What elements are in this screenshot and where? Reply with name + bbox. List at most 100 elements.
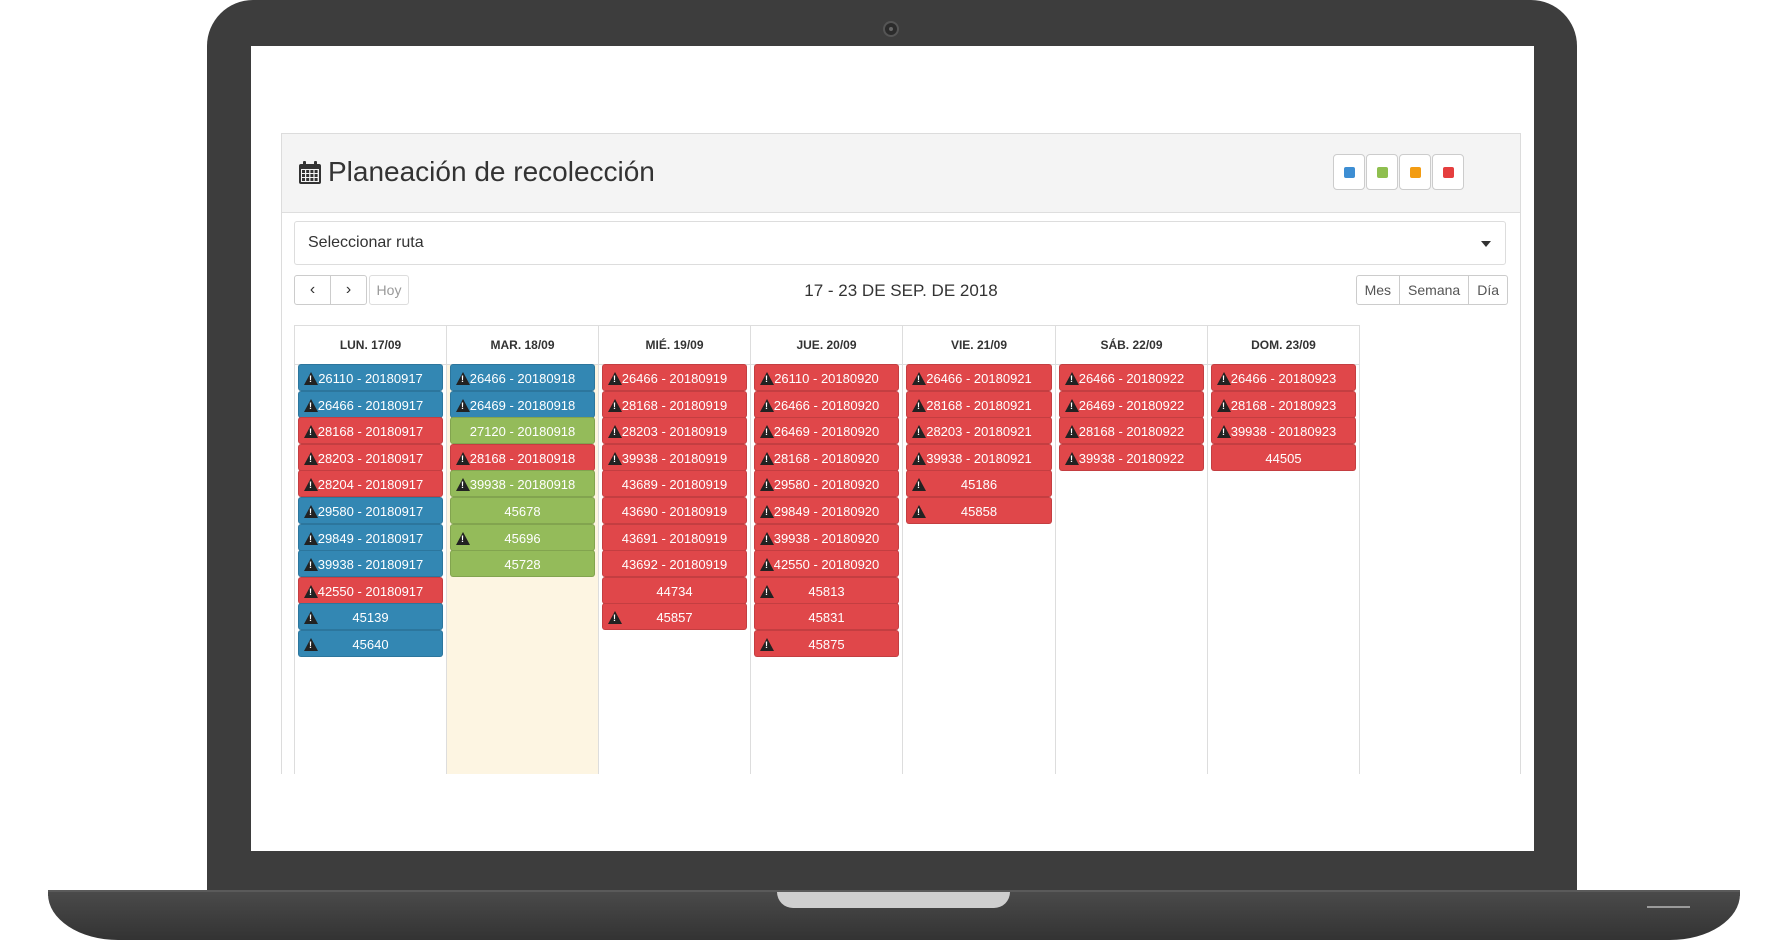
event-label: 26469 - 20180918 <box>469 397 576 413</box>
calendar-event[interactable]: 26466 - 20180921 <box>906 364 1052 391</box>
view-switcher: Mes Semana Día <box>1355 275 1508 305</box>
event-label: 26110 - 20180917 <box>318 371 423 386</box>
calendar-event[interactable]: 26469 - 20180922 <box>1059 390 1204 418</box>
calendar-event[interactable]: 26110 - 20180920 <box>754 364 899 391</box>
calendar-event[interactable]: 26466 - 20180923 <box>1211 364 1356 391</box>
event-label: 39938 - 20180918 <box>469 477 576 493</box>
calendar-event[interactable]: 28203 - 20180917 <box>298 443 443 471</box>
calendar-event[interactable]: 26466 - 20180922 <box>1059 364 1204 391</box>
calendar-event[interactable]: 45186 <box>906 470 1052 498</box>
calendar-event[interactable]: 39938 - 20180919 <box>602 443 747 471</box>
calendar-event[interactable]: 28168 - 20180920 <box>754 443 899 471</box>
color-filter-orange-button[interactable] <box>1399 154 1431 190</box>
warning-icon <box>608 425 622 439</box>
calendar-event[interactable]: 43691 - 20180919 <box>602 523 747 551</box>
calendar-event[interactable]: 26466 - 20180917 <box>298 390 443 418</box>
calendar-event[interactable]: 28168 - 20180921 <box>906 390 1052 418</box>
calendar-event[interactable]: 43689 - 20180919 <box>602 470 747 498</box>
color-filter-red-button[interactable] <box>1432 154 1464 190</box>
calendar-event[interactable]: 45831 <box>754 603 899 631</box>
route-select[interactable]: Seleccionar ruta <box>294 221 1506 265</box>
color-filter-blue-button[interactable] <box>1333 154 1365 190</box>
event-label: 28203 - 20180917 <box>317 450 424 466</box>
day-header: SÁB. 22/09 <box>1056 325 1207 365</box>
calendar-event[interactable]: 45857 <box>602 603 747 631</box>
calendar-event[interactable]: 28168 - 20180919 <box>602 390 747 418</box>
event-label: 44505 <box>1265 450 1302 466</box>
warning-icon <box>456 398 470 412</box>
warning-icon <box>304 425 318 439</box>
calendar-event[interactable]: 45640 <box>298 630 443 657</box>
calendar-event[interactable]: 28168 - 20180917 <box>298 417 443 445</box>
calendar-event[interactable]: 43690 - 20180919 <box>602 497 747 524</box>
event-label: 39938 - 20180917 <box>317 557 424 573</box>
event-label: 43690 - 20180919 <box>621 504 728 519</box>
warning-icon <box>304 478 318 492</box>
calendar-event[interactable]: 28203 - 20180919 <box>602 417 747 445</box>
calendar-event[interactable]: 26110 - 20180917 <box>298 364 443 391</box>
calendar-event[interactable]: 39938 - 20180923 <box>1211 417 1356 445</box>
day-column[interactable]: MAR. 18/09 26466 - 20180918 26469 - 201809… <box>447 325 599 774</box>
calendar-event[interactable]: 44505 <box>1211 443 1356 471</box>
calendar-event[interactable]: 45875 <box>754 630 899 657</box>
view-week-button[interactable]: Semana <box>1399 275 1470 305</box>
calendar-event[interactable]: 27120 - 20180918 <box>450 417 595 445</box>
calendar-event[interactable]: 39938 - 20180921 <box>906 443 1052 471</box>
event-label: 28168 - 20180923 <box>1230 397 1337 413</box>
calendar-event[interactable]: 39938 - 20180922 <box>1059 443 1204 471</box>
calendar-event[interactable]: 28204 - 20180917 <box>298 470 443 498</box>
laptop-notch <box>777 892 1010 908</box>
event-label: 29849 - 20180917 <box>317 530 424 546</box>
view-month-button[interactable]: Mes <box>1355 275 1401 305</box>
warning-icon <box>760 425 774 439</box>
calendar-event[interactable]: 45139 <box>298 603 443 631</box>
calendar-event[interactable]: 29580 - 20180920 <box>754 470 899 498</box>
event-label: 45813 <box>808 583 845 599</box>
calendar-event[interactable]: 28168 - 20180918 <box>450 443 595 471</box>
day-column[interactable]: SÁB. 22/09 26466 - 20180922 26469 - 201809… <box>1056 325 1208 774</box>
calendar-event[interactable]: 28168 - 20180923 <box>1211 390 1356 418</box>
day-column[interactable]: LUN. 17/09 26110 - 20180917 26466 - 201809… <box>295 325 447 774</box>
day-column[interactable]: VIE. 21/09 26466 - 20180921 28168 - 201809… <box>903 325 1056 774</box>
calendar-event[interactable]: 26469 - 20180920 <box>754 417 899 445</box>
calendar-event[interactable]: 26466 - 20180919 <box>602 364 747 391</box>
warning-icon <box>456 531 470 545</box>
calendar-event[interactable]: 28203 - 20180921 <box>906 417 1052 445</box>
event-label: 28168 - 20180920 <box>773 450 880 466</box>
calendar-event[interactable]: 42550 - 20180917 <box>298 576 443 604</box>
warning-icon <box>912 451 926 465</box>
calendar-event[interactable]: 26466 - 20180918 <box>450 364 595 391</box>
calendar-event[interactable]: 44734 <box>602 576 747 604</box>
day-column[interactable]: MIÉ. 19/09 26466 - 20180919 28168 - 201809… <box>599 325 751 774</box>
prev-button[interactable]: ‹ <box>294 275 331 305</box>
event-label: 29580 - 20180917 <box>317 504 424 519</box>
event-label: 45875 <box>808 637 845 652</box>
calendar-event[interactable]: 28168 - 20180922 <box>1059 417 1204 445</box>
calendar-event[interactable]: 43692 - 20180919 <box>602 550 747 578</box>
view-day-button[interactable]: Día <box>1468 275 1508 305</box>
calendar-event[interactable]: 45728 <box>450 550 595 578</box>
today-button[interactable]: Hoy <box>369 275 409 305</box>
calendar-event[interactable]: 42550 - 20180920 <box>754 550 899 578</box>
day-column[interactable]: JUE. 20/09 26110 - 20180920 26466 - 201809… <box>751 325 903 774</box>
calendar-event[interactable]: 45678 <box>450 497 595 524</box>
color-filter-green-button[interactable] <box>1366 154 1398 190</box>
calendar-event[interactable]: 39938 - 20180918 <box>450 470 595 498</box>
date-range-title: 17 - 23 DE SEP. DE 2018 <box>804 281 998 300</box>
next-button[interactable]: › <box>330 275 367 305</box>
day-header: DOM. 23/09 <box>1208 325 1359 365</box>
calendar-event[interactable]: 26466 - 20180920 <box>754 390 899 418</box>
event-label: 45139 <box>352 610 389 626</box>
calendar-event[interactable]: 45858 <box>906 497 1052 524</box>
calendar-event[interactable]: 26469 - 20180918 <box>450 390 595 418</box>
event-label: 28204 - 20180917 <box>317 477 424 493</box>
calendar-event[interactable]: 39938 - 20180920 <box>754 523 899 551</box>
calendar-event[interactable]: 39938 - 20180917 <box>298 550 443 578</box>
calendar-event[interactable]: 45813 <box>754 576 899 604</box>
calendar-event[interactable]: 45696 <box>450 523 595 551</box>
day-column[interactable]: DOM. 23/09 26466 - 20180923 28168 - 201809… <box>1208 325 1360 774</box>
calendar-event[interactable]: 29580 - 20180917 <box>298 497 443 524</box>
calendar-event[interactable]: 29849 - 20180917 <box>298 523 443 551</box>
calendar-event[interactable]: 29849 - 20180920 <box>754 497 899 524</box>
event-label: 45831 <box>808 610 845 626</box>
